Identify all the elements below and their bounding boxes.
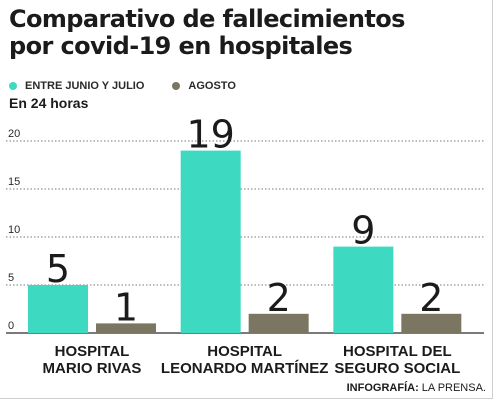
legend-dot-icon [9,82,17,90]
legend-dot-icon [172,82,181,90]
legend-item-series-1: ENTRE JUNIO Y JULIO [9,80,144,92]
legend-label: ENTRE JUNIO Y JULIO [25,80,145,92]
value-label: 5 [46,247,70,291]
legend: ENTRE JUNIO Y JULIO AGOSTO [9,80,264,92]
category-label: SEGURO SOCIAL [334,360,460,377]
bar [28,285,88,333]
legend-item-series-2: AGOSTO [172,80,236,92]
credit-source: LA PRENSA. [418,382,486,394]
y-tick-label: 15 [8,176,20,188]
category-label: HOSPITAL [55,343,130,360]
category-label: HOSPITAL [207,343,282,360]
bar [180,150,241,333]
category-label: MARIO RIVAS [43,360,142,377]
value-label: 2 [419,276,443,320]
value-label: 19 [186,113,234,157]
title-line-2: por covid-19 en hospitales [9,32,353,60]
bars [28,150,462,333]
bar [333,246,394,333]
bar [248,313,309,333]
bar [401,313,462,333]
title-line-1: Comparativo de fallecimientos [9,5,405,33]
credit: INFOGRAFÍA: LA PRENSA. [347,382,486,394]
value-label: 1 [114,285,138,329]
value-label: 2 [267,276,291,320]
legend-label: AGOSTO [188,80,236,92]
category-label: LEONARDO MARTÍNEZ [161,360,329,377]
y-tick-label: 20 [8,128,20,140]
credit-label: INFOGRAFÍA: [346,382,419,394]
y-tick-label: 10 [8,224,20,236]
category-label: HOSPITAL DEL [343,343,452,360]
bar [96,323,156,333]
chart-subtitle: En 24 horas [9,95,89,111]
chart-title: Comparativo de fallecimientos por covid-… [9,6,479,60]
y-tick-label: 5 [8,272,14,284]
value-label: 9 [351,209,375,253]
y-tick-label: 0 [8,320,14,332]
